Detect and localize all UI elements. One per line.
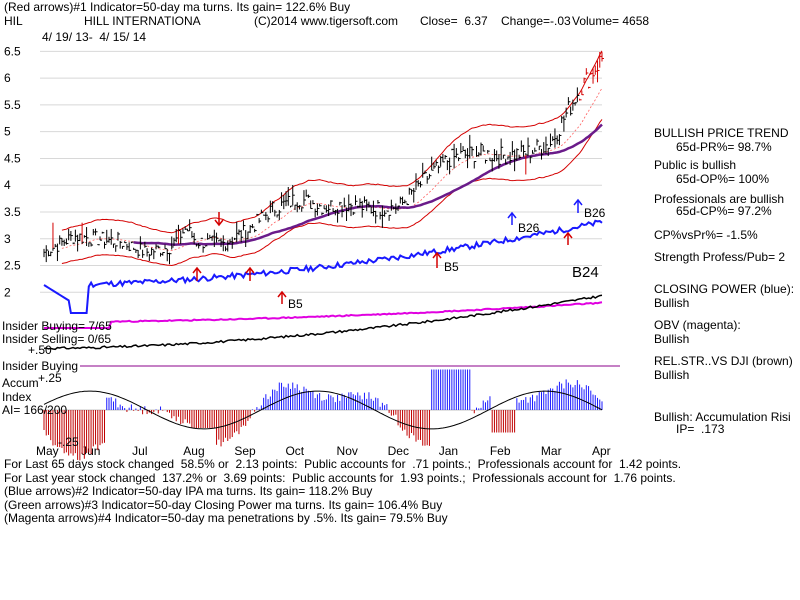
right-panel-line: Professionals are bullish [654, 192, 785, 206]
ma-50-line [133, 123, 603, 246]
signal-arrow-head [573, 198, 583, 206]
ai-value: AI= 166/200 [2, 403, 68, 417]
rel-strength-path [43, 294, 603, 351]
header-top-line: (Red arrows)#1 Indicator=50-day ma turns… [4, 0, 351, 14]
y-tick-label: 2.5 [4, 259, 21, 273]
y-tick-label: 2 [4, 285, 11, 299]
signal-arrow-head [277, 290, 287, 298]
insider-buying-2: Insider Buying [2, 359, 79, 373]
obv-path [44, 301, 603, 329]
b26-label-b: B26 [584, 206, 606, 220]
right-panel-line: CLOSING POWER (blue): [654, 282, 795, 296]
b26-label-a: B26 [518, 221, 540, 235]
volume: Volume= 4658 [572, 14, 650, 28]
b5-label-b: B5 [288, 297, 303, 311]
b24-label: B24 [572, 264, 599, 281]
right-panel-line: Bullish [654, 368, 690, 382]
right-panel-line: IP= .173 [676, 422, 725, 436]
index-label: Index [2, 390, 32, 404]
accum-label: Accum [2, 376, 39, 390]
signal-arrow-head [507, 211, 517, 219]
y-tick-label: 3 [4, 232, 11, 246]
moving-average-line [133, 123, 603, 246]
price-change: Change=-.03 [501, 14, 571, 28]
footer-line: (Blue arrows)#2 Indicator=50-day IPA ma … [4, 484, 373, 498]
signal-arrow-head [432, 251, 442, 259]
signal-arrow-head [245, 266, 255, 274]
y-tick-label: 3.5 [4, 205, 21, 219]
obv-line [44, 301, 603, 329]
month-label: Sep [234, 444, 256, 458]
price-axis-labels: 6.5 6 5.5 5 4.5 4 3.5 3 2.5 2 [4, 44, 21, 299]
insider-selling: Insider Selling= 0/65 [2, 332, 112, 346]
footer-line: For Last year stock changed 137.2% or 3.… [4, 470, 676, 485]
right-panel-line: Bullish [654, 332, 690, 346]
month-label: Jul [132, 444, 147, 458]
y-tick-label: 6.5 [4, 44, 21, 58]
footer-line: (Green arrows)#3 Indicator=50-day Closin… [4, 497, 443, 512]
footer-line: For Last 65 days stock changed 58.5% or … [4, 457, 682, 471]
right-panel-line: 65d-OP%= 100% [676, 172, 770, 186]
y-tick-label: 5 [4, 125, 11, 139]
lower-band [61, 119, 603, 267]
month-label: Dec [388, 444, 409, 458]
right-panel-line: BULLISH PRICE TREND [654, 126, 789, 140]
signal-arrow-head [563, 231, 573, 239]
y-tick-label: 4 [4, 178, 11, 192]
accum-minus25-label: -.25 [58, 435, 79, 449]
right-panel-line: CP%vsPr%= -1.5% [654, 228, 758, 242]
ticker-symbol: HIL [4, 14, 23, 28]
company-name: HILL INTERNATIONA [84, 14, 201, 28]
footer-line: (Magenta arrows)#4 Indicator=50-day ma p… [4, 511, 448, 525]
y-tick-label: 4.5 [4, 151, 21, 165]
copyright: (C)2014 www.tigersoft.com [254, 14, 399, 28]
right-panel-line: OBV (magenta): [654, 318, 741, 332]
month-label: Jan [439, 444, 458, 458]
month-label: Mar [541, 444, 562, 458]
y-tick-label: 6 [4, 71, 11, 85]
right-panel-line: Bullish: Accumulation Risi [654, 410, 791, 424]
signal-arrows [192, 198, 583, 304]
right-panel-line: 65d-PR%= 98.7% [676, 140, 772, 154]
closing-power-path [43, 219, 603, 314]
right-panel-line: Public is bullish [654, 158, 737, 172]
month-label: May [36, 444, 59, 458]
price-bars [43, 52, 604, 265]
month-label: Nov [337, 444, 358, 458]
month-label: Aug [183, 444, 204, 458]
insider-buying: Insider Buying= 7/65 [2, 319, 112, 333]
accumulation-index [40, 365, 620, 461]
y-tick-label: 5.5 [4, 98, 21, 112]
right-panel-line: Strength Profess/Pub= 2 [654, 250, 786, 264]
date-range: 4/ 19/ 13- 4/ 15/ 14 [42, 30, 147, 44]
upper-band [61, 50, 603, 234]
month-label: Feb [490, 444, 511, 458]
right-panel-line: REL.STR..VS DJI (brown) [654, 354, 793, 368]
mid-band [61, 88, 603, 252]
month-axis-labels: May Jun Jul Aug Sep Oct Nov Dec Jan Feb Mar Apr [36, 444, 611, 458]
price-bands [61, 50, 603, 267]
signal-arrow-head [192, 266, 202, 274]
signal-arrow-head [214, 219, 224, 227]
accum-plus50-label: +.50 [28, 343, 52, 357]
close-price: Close= 6.37 [420, 14, 488, 28]
month-label: Oct [285, 444, 304, 458]
right-panel-line: 65d-CP%= 97.2% [676, 204, 772, 218]
closing-power-line [43, 219, 603, 314]
b5-label-a: B5 [444, 260, 459, 274]
month-label: Apr [592, 444, 611, 458]
relative-strength-line [43, 294, 603, 351]
right-panel-line: Bullish [654, 296, 690, 310]
accum-plus25-label: +.25 [38, 371, 62, 385]
accum-ma-line [43, 390, 603, 430]
